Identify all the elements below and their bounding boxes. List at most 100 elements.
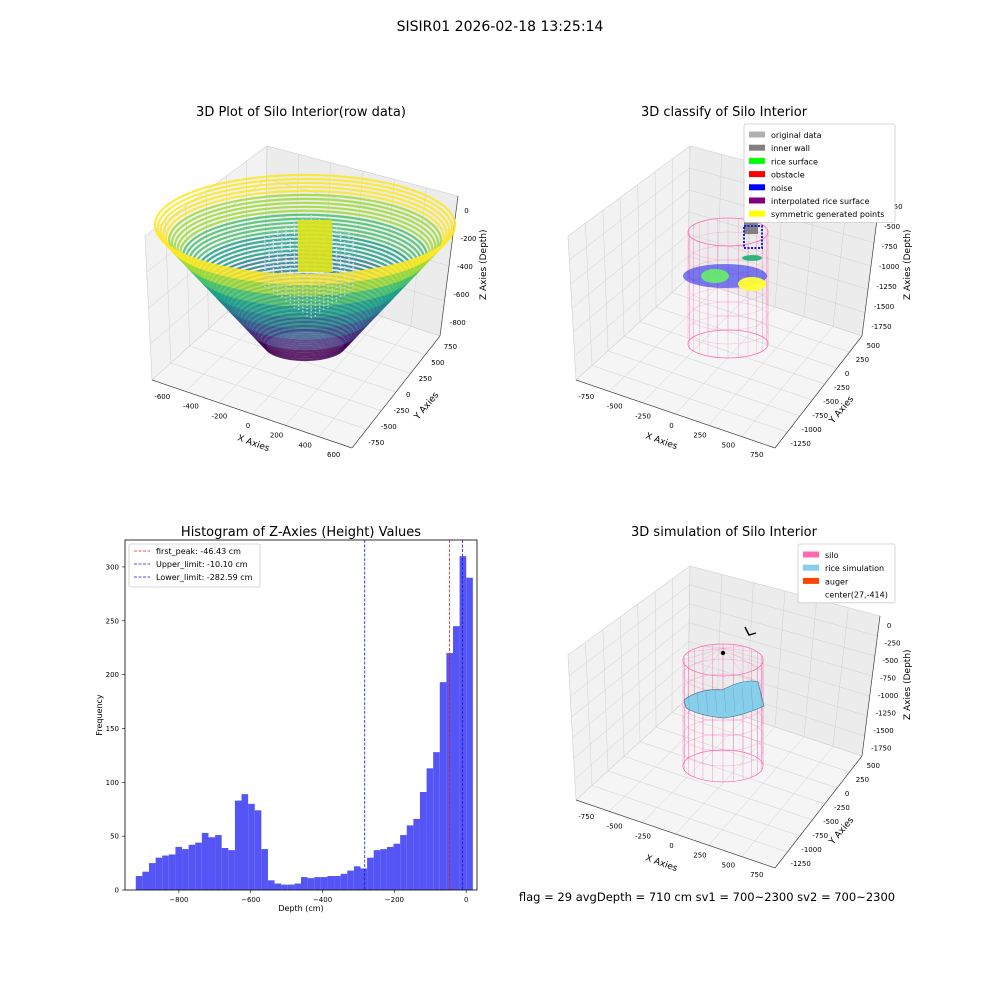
histogram-bar [294,883,301,890]
point-ring [173,201,437,292]
silo-dome [702,647,724,674]
panel-histogram: Histogram of Z-Axies (Height) Values −80… [95,525,478,913]
grid-line [688,660,868,717]
legend-label: rice surface [771,157,818,166]
y-tick-label: -250 [393,407,409,415]
x-tick-label: -750 [578,813,594,821]
y-tick-label: -250 [834,384,850,392]
point-ring [162,185,448,283]
grid-line [567,565,691,656]
silo-dome [722,647,758,653]
histogram-bar [400,835,407,890]
x-tick-label: −600 [241,896,260,904]
histogram-bar [142,871,149,890]
z-tick-label: -1750 [871,744,891,752]
grid-line [688,641,870,697]
grid-line [689,603,875,657]
grid-line [189,345,382,411]
grid-line [623,336,813,401]
grid-line [741,326,834,437]
point-ring [176,205,434,294]
silo-dome [722,645,744,649]
legend-swatch [803,564,819,571]
z-tick-label: -500 [884,223,900,231]
grid-line [689,584,878,637]
grid-line [774,590,786,728]
x-tick-label: -200 [211,412,227,420]
histogram-bar [413,818,420,890]
legend-label: first_peak: -46.43 cm [156,547,241,556]
point-ring [153,173,457,277]
x-tick-label: −400 [313,896,332,904]
histogram-bar [267,880,275,890]
panel1-xlabel: X Axies [236,433,271,454]
legend-label: noise [771,184,792,193]
z-tick-label: -250 [885,639,901,647]
x-tick-label: −200 [385,896,404,904]
panel-3d-raw: 3D Plot of Silo Interior(row data) -600-… [144,105,489,459]
histogram-bar [228,850,235,890]
grid-line [608,287,718,392]
histogram-bar [208,837,216,890]
grid-line [568,584,690,676]
legend-frame [128,543,261,588]
histogram-bar [301,877,308,890]
x-tick-label: 400 [298,441,311,449]
x-tick-label: 200 [270,432,283,440]
grid-line [266,145,459,197]
legend-label: obstacle [771,171,805,180]
y-tick-label: 250 [106,617,119,625]
histogram-bar [419,792,427,890]
silo-dome [722,647,744,674]
grid-line [573,660,689,759]
surface-mesh [687,693,691,715]
grid-line [675,726,776,835]
legend-label: silo [825,551,839,560]
x-tick-label: 500 [722,441,735,449]
panel4-zlabel: Z Axies (Depth) [903,649,913,720]
grid-line [571,622,690,718]
panel1-ticks: -600 -400 -200 0 200 400 600 -750 -500 -250 0 250 50… [154,207,476,459]
y-tick-label: 100 [106,779,119,787]
histogram-legend: first_peak: -46.43 cm Upper_limit: -10.10… [128,543,261,588]
histogram-bar [261,849,268,890]
histogram-bar [281,884,288,890]
point-ring [165,189,445,285]
histogram-bar [367,857,374,890]
grid-line [832,607,849,747]
panel2-classified-points [683,212,769,359]
grid-line [607,350,800,417]
z-tick-label: -1000 [879,263,899,271]
histogram-bar [340,873,348,890]
histogram-bar [195,842,202,890]
rice-surface-points [701,269,729,283]
silo-dome [682,647,724,661]
y-axis-line [774,335,863,449]
y-tick-label: 750 [444,343,457,351]
grid-line [708,316,805,426]
panel1-title: 3D Plot of Silo Interior(row data) [196,105,406,120]
grid-line [571,211,690,309]
histogram-ticks: −800 −600 −400 −200 0 0 50 100 150 200 250 300 [106,563,469,904]
panel-3d-classify: 3D classify of Silo Interior -750 -500 -25… [567,105,913,459]
z-tick-label: -1250 [876,283,896,291]
histogram-bar [274,883,282,890]
grid-line [708,736,805,846]
panel4-ticks: -750 -500 -250 0 250 500 750 -1250 -1000 -750 -500… [578,622,900,879]
histogram-bar [439,682,447,890]
x-tick-label: 250 [693,852,706,860]
panel3-title: Histogram of Z-Axies (Height) Values [181,525,421,540]
histogram-bar [386,846,394,890]
histogram-bars [135,556,473,890]
z-tick-label: -1000 [878,692,898,700]
silo-dome [722,647,758,669]
surface-mesh [714,690,718,713]
point-patch [298,220,332,272]
y-tick-label: -1000 [801,846,821,854]
z-tick-label: -800 [450,319,466,327]
y-tick-label: 500 [867,762,880,770]
legend-label: Lower_limit: -282.59 cm [156,573,253,582]
panel4-simulation [682,626,765,783]
y-tick-label: 200 [106,671,119,679]
histogram-bar [248,803,255,890]
